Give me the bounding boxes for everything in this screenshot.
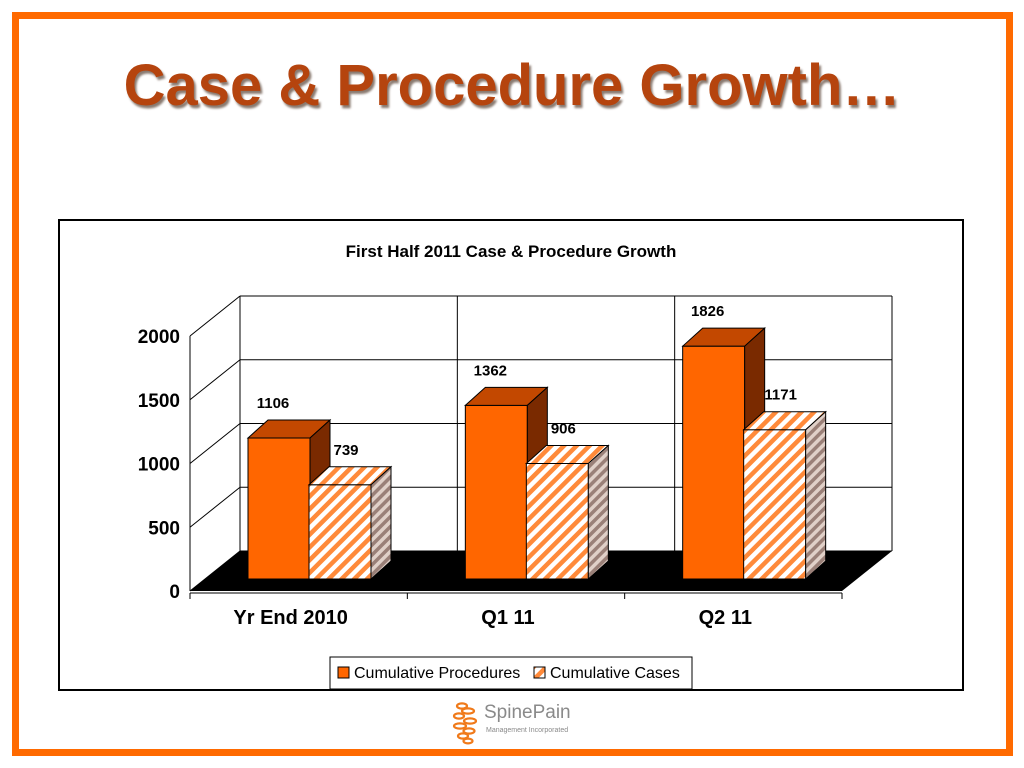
bar-front <box>464 404 528 580</box>
spinepain-logo-icon <box>452 702 478 745</box>
data-label: 1362 <box>474 362 507 379</box>
bar-front <box>682 345 746 580</box>
bar-front <box>525 462 589 580</box>
slide-title: Case & Procedure Growth… <box>123 53 901 118</box>
chart-legend: Cumulative Procedures Cumulative Cases <box>329 656 693 689</box>
data-label: 1106 <box>257 395 290 412</box>
y-tick-label: 2000 <box>138 327 180 348</box>
gridline-side <box>189 486 241 528</box>
bar-side <box>587 444 609 581</box>
x-tick-label: Q1 11 <box>481 607 534 629</box>
bar-chart: First Half 2011 Case & Procedure Growth … <box>138 242 893 689</box>
bar-front <box>743 429 807 580</box>
gridline-side <box>189 423 241 464</box>
bar-side <box>370 465 392 581</box>
x-tick-label: Q2 11 <box>699 607 752 629</box>
data-label: 1171 <box>764 387 797 404</box>
data-label: 1826 <box>691 303 724 320</box>
bar-front <box>308 484 372 580</box>
y-tick-label: 0 <box>169 582 180 603</box>
bar-front <box>247 437 311 580</box>
legend-swatch <box>533 666 546 679</box>
bar <box>525 444 610 581</box>
legend-label: Cumulative Cases <box>550 665 680 682</box>
logo-tagline: Management Incorporated <box>486 727 569 734</box>
legend-swatch <box>337 666 350 679</box>
logo-name: SpinePain <box>484 702 571 723</box>
gridline-side <box>189 295 241 337</box>
legend-box <box>329 656 693 689</box>
legend-label: Cumulative Procedures <box>354 665 520 682</box>
gridline-side <box>189 359 241 401</box>
bar-side <box>805 410 827 581</box>
x-tick-label: Yr End 2010 <box>233 607 348 629</box>
chart-title: First Half 2011 Case & Procedure Growth <box>346 242 677 261</box>
y-tick-label: 1000 <box>138 455 180 476</box>
y-tick-label: 500 <box>148 518 180 539</box>
bar <box>307 465 393 581</box>
data-label: 906 <box>551 420 576 437</box>
y-tick-label: 1500 <box>138 391 180 412</box>
bar <box>742 410 827 581</box>
chart-frame: First Half 2011 Case & Procedure Growth … <box>58 219 964 691</box>
data-label: 739 <box>333 442 358 459</box>
